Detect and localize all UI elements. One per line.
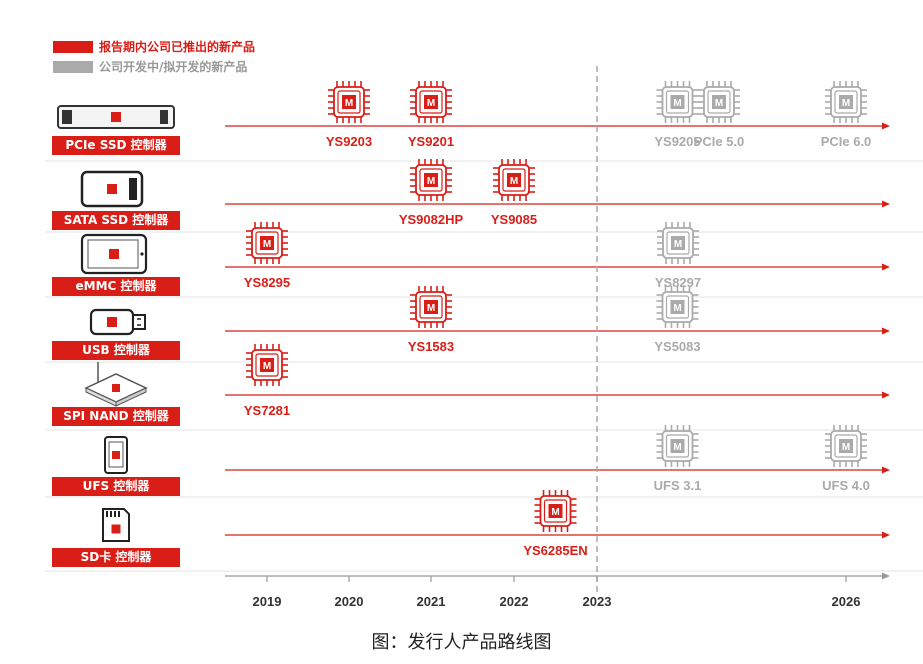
year-tick-label: 2026 [832, 594, 861, 609]
product-label: UFS 4.0 [822, 478, 870, 493]
sd-card-icon [102, 508, 130, 542]
legend-swatch-planned [53, 61, 93, 73]
product-chip-icon: M [328, 81, 370, 123]
product-chip-icon: M [246, 222, 288, 264]
m2-ssd-icon [57, 105, 175, 129]
product-label: YS1583 [408, 339, 454, 354]
product-chip-icon: M [410, 159, 452, 201]
product-chip-icon: M [410, 81, 452, 123]
chip-logo-text: M [715, 98, 723, 109]
product-label: YS9085 [491, 212, 537, 227]
product-label: YS9082HP [399, 212, 464, 227]
product-label: PCIe 6.0 [821, 134, 872, 149]
category-label: USB 控制器 [52, 341, 180, 360]
category-label: UFS 控制器 [52, 477, 180, 496]
chip-logo-text: M [263, 239, 271, 250]
product-label: YS9201 [408, 134, 454, 149]
chip-logo-text: M [263, 361, 271, 372]
chip-logo-text: M [673, 303, 681, 314]
figure-caption: 图：发行人产品路线图 [371, 632, 552, 653]
chip-logo-text: M [427, 303, 435, 314]
product-label: YS9203 [326, 134, 372, 149]
chip-logo-text: M [842, 442, 850, 453]
product-label: UFS 3.1 [654, 478, 702, 493]
product-label: YS9205 [654, 134, 700, 149]
product-label: PCIe 5.0 [694, 134, 745, 149]
product-chip-icon: M [825, 425, 867, 467]
router-icon [84, 362, 148, 407]
chip-logo-text: M [345, 98, 353, 109]
chip-logo-text: M [674, 239, 682, 250]
category-label: SD卡 控制器 [52, 548, 180, 567]
year-tick-label: 2021 [417, 594, 446, 609]
chip-logo-text: M [551, 507, 559, 518]
tablet-icon [80, 233, 148, 275]
usb-drive-icon [89, 308, 146, 336]
product-label: YS6285EN [523, 543, 587, 558]
product-chip-icon: M [825, 81, 867, 123]
chip-logo-text: M [510, 176, 518, 187]
product-chip-icon: M [656, 425, 699, 467]
chip-logo-text: M [427, 176, 435, 187]
product-label: YS5083 [654, 339, 700, 354]
legend-label-planned: 公司开发中/拟开发的新产品 [99, 60, 248, 74]
product-chip-icon: M [698, 81, 740, 123]
year-tick-label: 2019 [253, 594, 282, 609]
product-chip-icon: M [534, 490, 577, 532]
year-tick-label: 2020 [335, 594, 364, 609]
year-tick-label: 2023 [583, 594, 612, 609]
row-arrow-head [882, 327, 890, 335]
category-label: eMMC 控制器 [52, 277, 180, 296]
product-chip-icon: M [656, 286, 699, 328]
category-label: SPI NAND 控制器 [52, 407, 180, 426]
row-arrow-head [882, 531, 890, 539]
chip-logo-text: M [842, 98, 850, 109]
product-label: YS8295 [244, 275, 290, 290]
chip-logo-text: M [673, 98, 681, 109]
row-arrow-head [882, 122, 890, 130]
category-label: SATA SSD 控制器 [52, 211, 180, 230]
product-chip-icon: M [246, 344, 288, 386]
product-chip-icon: M [657, 222, 699, 264]
product-chip-icon: M [656, 81, 699, 123]
row-arrow-head [882, 466, 890, 474]
chip-logo-text: M [673, 442, 681, 453]
phone-icon [104, 436, 128, 474]
row-arrow-head [882, 263, 890, 271]
product-label: YS7281 [244, 403, 290, 418]
legend-label-released: 报告期内公司已推出的新产品 [99, 40, 256, 54]
row-arrow-head [882, 200, 890, 208]
time-axis-arrow [882, 572, 890, 580]
year-tick-label: 2022 [500, 594, 529, 609]
sata-ssd-icon [80, 170, 144, 208]
product-chip-icon: M [410, 286, 452, 328]
chip-logo-text: M [427, 98, 435, 109]
legend-swatch-released [53, 41, 93, 53]
category-label: PCIe SSD 控制器 [52, 136, 180, 155]
product-chip-icon: M [493, 159, 535, 201]
row-arrow-head [882, 391, 890, 399]
